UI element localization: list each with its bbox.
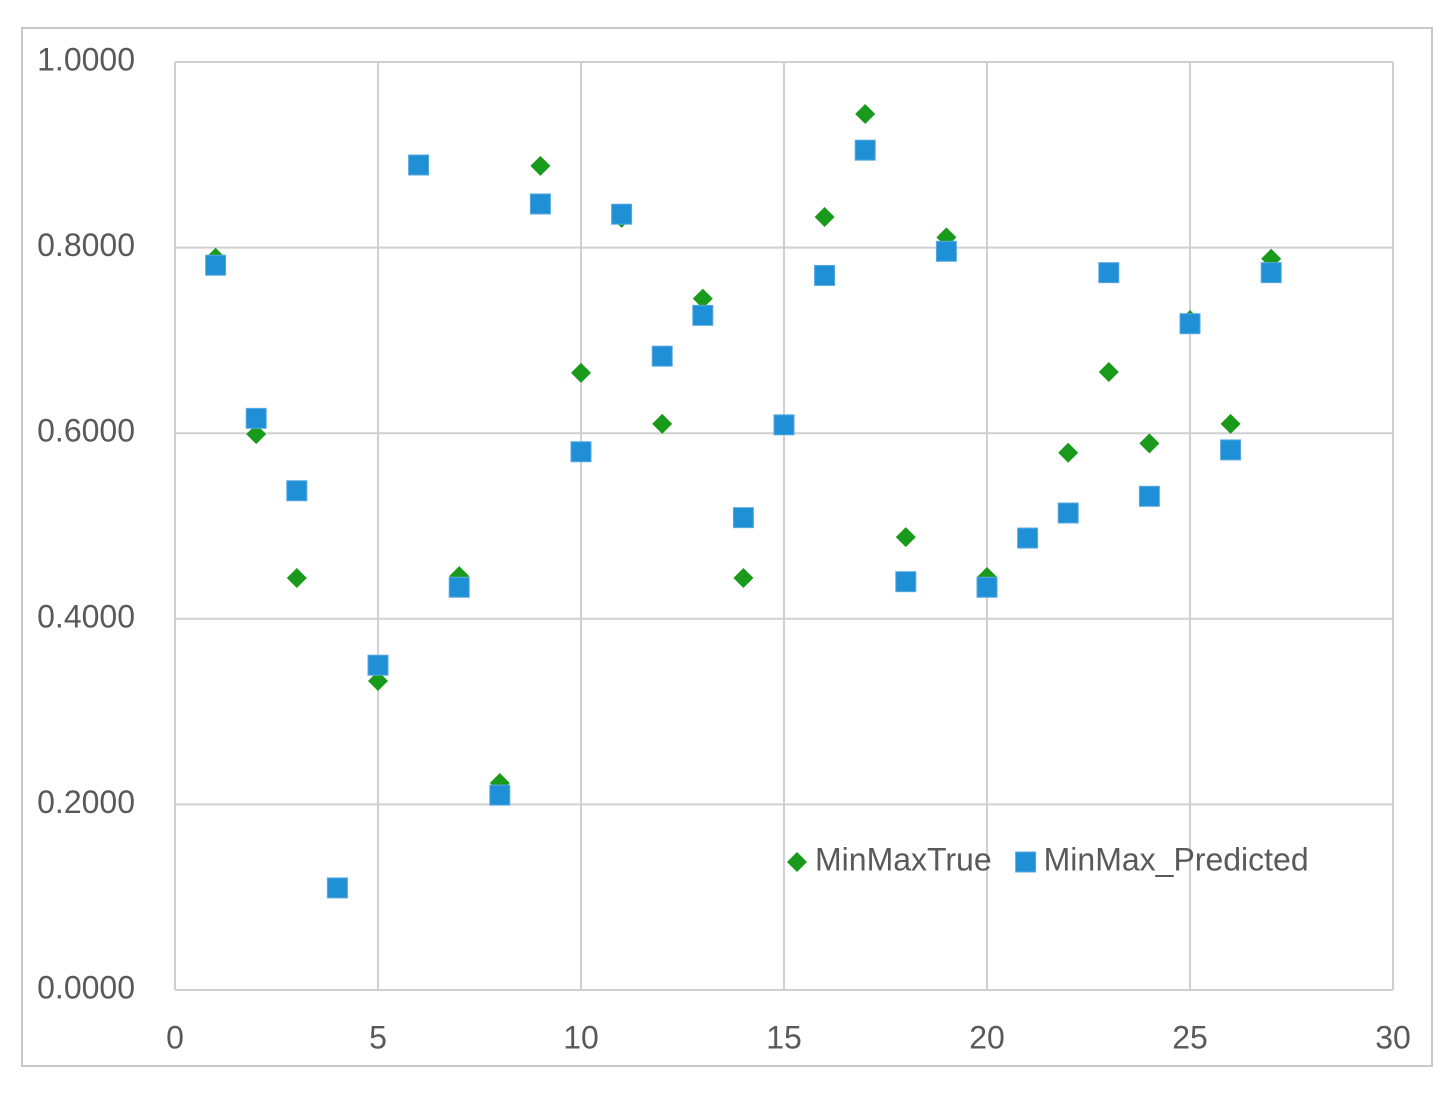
x-tick-label: 0 xyxy=(166,1019,184,1055)
point xyxy=(1260,262,1282,284)
point xyxy=(814,206,835,227)
chart-border xyxy=(21,27,1433,1067)
point xyxy=(651,345,673,367)
point xyxy=(408,154,430,176)
point xyxy=(245,407,267,429)
legend-label: MinMax_Predicted xyxy=(1044,841,1309,877)
point xyxy=(286,480,308,502)
point xyxy=(1139,433,1160,454)
point xyxy=(732,507,754,529)
point xyxy=(773,414,795,436)
legend-marker xyxy=(787,852,807,872)
point xyxy=(733,567,754,588)
point xyxy=(976,576,998,598)
point xyxy=(571,362,591,383)
point xyxy=(855,103,876,124)
point xyxy=(895,527,916,548)
x-tick-label: 25 xyxy=(1172,1019,1208,1055)
point xyxy=(368,670,388,691)
point xyxy=(854,139,876,161)
point xyxy=(286,567,307,588)
legend-label: MinMaxTrue xyxy=(815,841,992,877)
point xyxy=(1057,502,1079,524)
point xyxy=(326,877,348,899)
point xyxy=(1098,361,1119,382)
point xyxy=(611,203,633,225)
point xyxy=(692,288,713,309)
y-tick-label: 0.8000 xyxy=(37,227,135,263)
point xyxy=(814,264,836,286)
point xyxy=(1220,413,1241,434)
x-tick-label: 15 xyxy=(766,1019,802,1055)
point xyxy=(1058,442,1079,463)
point xyxy=(1179,313,1201,335)
point xyxy=(692,304,714,326)
point xyxy=(1138,485,1160,507)
y-tick-label: 0.2000 xyxy=(37,784,135,820)
point xyxy=(205,254,227,276)
point xyxy=(935,240,957,262)
point xyxy=(570,441,592,463)
point xyxy=(448,576,470,598)
point xyxy=(1017,527,1039,549)
point xyxy=(246,424,267,445)
x-tick-label: 5 xyxy=(369,1019,387,1055)
y-tick-label: 0.0000 xyxy=(37,969,135,1005)
point xyxy=(1098,262,1120,284)
point xyxy=(489,784,511,806)
legend-marker xyxy=(1015,851,1037,873)
x-tick-label: 20 xyxy=(969,1019,1005,1055)
point xyxy=(367,654,389,676)
x-tick-label: 30 xyxy=(1375,1019,1411,1055)
point xyxy=(530,155,551,176)
y-tick-label: 1.0000 xyxy=(37,41,135,77)
point xyxy=(1220,439,1242,461)
point xyxy=(529,193,551,215)
y-tick-label: 0.6000 xyxy=(37,413,135,449)
point xyxy=(895,571,917,593)
y-tick-label: 0.4000 xyxy=(37,598,135,634)
point xyxy=(652,413,673,434)
x-tick-label: 10 xyxy=(563,1019,599,1055)
